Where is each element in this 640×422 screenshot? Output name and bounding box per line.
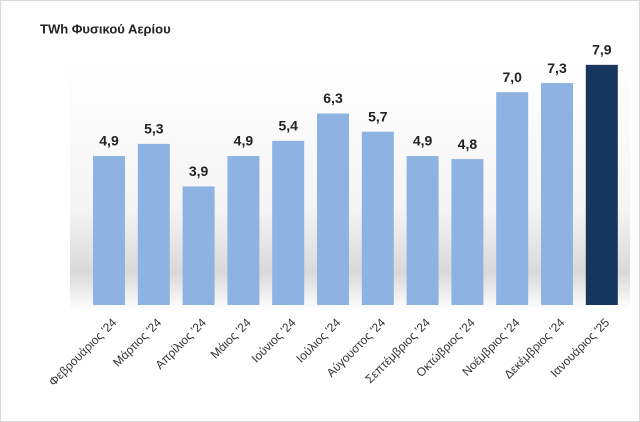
- data-label: 7,0: [502, 69, 522, 85]
- data-label: 4,9: [99, 133, 119, 149]
- data-label: 7,9: [592, 42, 612, 58]
- data-label: 6,3: [323, 90, 343, 106]
- bar: [272, 140, 305, 305]
- bar: [541, 83, 573, 305]
- bar: [451, 159, 484, 305]
- bar: [182, 186, 215, 305]
- bar: [137, 143, 170, 305]
- bar: [585, 64, 618, 305]
- data-label: 4,9: [413, 133, 433, 149]
- chart-title: TWh Φυσικού Αερίου: [40, 21, 171, 36]
- bar: [496, 92, 529, 305]
- bar: [93, 156, 125, 305]
- data-label: 4,9: [234, 133, 254, 149]
- data-label: 5,3: [144, 121, 164, 137]
- data-label: 5,4: [278, 118, 298, 134]
- bar: [227, 156, 260, 305]
- data-label: 7,3: [547, 60, 567, 76]
- data-label: 3,9: [189, 163, 209, 179]
- bar: [361, 131, 394, 305]
- data-label: 5,7: [368, 108, 388, 124]
- data-label: 4,8: [458, 136, 478, 152]
- bar: [317, 113, 349, 305]
- bar: [406, 156, 439, 305]
